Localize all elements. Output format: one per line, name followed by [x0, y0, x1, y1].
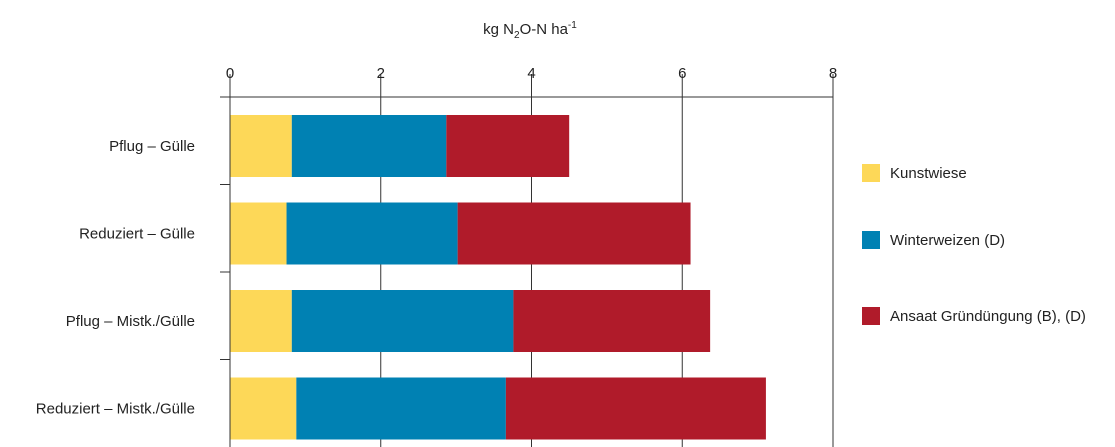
bar-segment: [230, 377, 297, 440]
category-label: Pflug – Mistk./Gülle: [66, 313, 195, 330]
x-axis-title-subscript: 2: [514, 30, 520, 41]
category-label: Pflug – Gülle: [109, 138, 195, 155]
bar-segment: [291, 290, 514, 352]
labels-layer: 0 2 4 6 8 Pflug – Gülle Reduziert – Gülle Pflug…: [36, 65, 837, 418]
bar-segment: [230, 202, 287, 265]
axis-layer: [220, 74, 833, 447]
x-axis-title-superscript: -1: [567, 20, 577, 31]
legend-label: Kunstwiese: [890, 164, 967, 182]
bar-segment: [286, 202, 458, 265]
bar-segment: [296, 377, 506, 440]
x-tick-label: 8: [829, 65, 837, 82]
x-tick-label: 2: [377, 65, 385, 82]
category-label: Reduziert – Mistk./Gülle: [36, 401, 195, 418]
legend-label: Ansaat Gründüngung (B), (D): [890, 307, 1086, 325]
legend-label: Winterweizen (D): [890, 231, 1006, 249]
bar-segment: [513, 290, 711, 352]
legend-item: Ansaat Gründüngung (B), (D): [862, 307, 1086, 325]
bar-segment: [230, 115, 292, 177]
x-axis-title-mid: O-N ha: [519, 21, 568, 38]
legend-swatch: [862, 164, 880, 182]
bar-segment: [457, 202, 691, 265]
legend-item: Kunstwiese: [862, 164, 967, 182]
bar-segment: [446, 115, 570, 177]
x-axis-title: kg N2O-N ha-1: [430, 20, 630, 41]
category-label: Reduziert – Gülle: [79, 226, 195, 243]
bars-layer: [230, 115, 766, 440]
bar-segment: [291, 115, 447, 177]
x-tick-label: 0: [226, 65, 234, 82]
x-axis-title-base: kg N: [483, 21, 514, 38]
x-tick-label: 6: [678, 65, 686, 82]
legend-item: Winterweizen (D): [862, 231, 1005, 249]
bar-segment: [505, 377, 766, 440]
bar-segment: [230, 290, 292, 352]
legend-swatch: [862, 307, 880, 325]
x-tick-label: 4: [527, 65, 535, 82]
legend-swatch: [862, 231, 880, 249]
